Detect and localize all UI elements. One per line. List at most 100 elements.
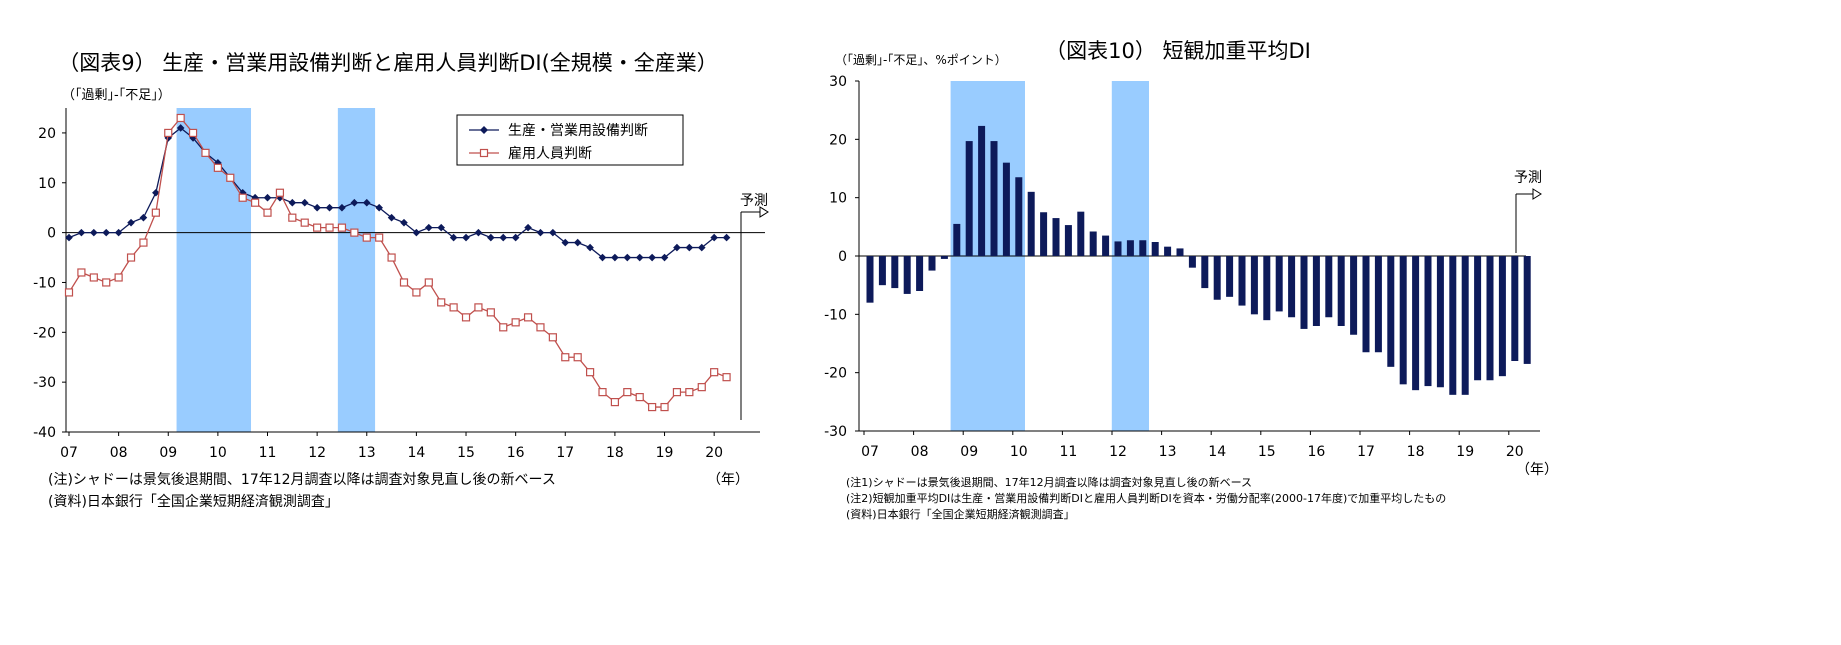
chart10-bar <box>1474 256 1482 381</box>
chart10-bar <box>1498 256 1506 377</box>
chart9-point-equipment <box>524 223 532 232</box>
chart10-y-tick-label: 30 <box>829 74 847 90</box>
chart10-bar <box>1424 256 1432 387</box>
chart10-x-tick-label: 07 <box>861 444 879 460</box>
chart9-point-employment <box>275 188 285 197</box>
chart9-point-employment <box>64 288 74 297</box>
chart9-point-employment <box>486 308 495 317</box>
chart10-bar <box>1040 212 1048 256</box>
chart10-y-tick-label: 20 <box>829 132 847 148</box>
chart9-point-equipment <box>152 188 160 197</box>
chart10-y-tick-label: 0 <box>838 249 847 265</box>
chart10-bar <box>1263 256 1271 321</box>
chart9-point-employment <box>561 353 570 362</box>
chart9-point-employment <box>164 128 173 138</box>
chart10-x-tick-label: 16 <box>1307 444 1325 460</box>
chart9-point-equipment <box>660 253 669 262</box>
chart9-point-equipment <box>362 198 371 207</box>
chart9-point-equipment <box>114 228 123 237</box>
chart9-point-equipment <box>300 198 309 207</box>
chart9-y-tick-label: -30 <box>33 375 56 391</box>
chart9-point-employment <box>623 388 632 397</box>
chart10-x-tick-label: 18 <box>1407 444 1425 460</box>
chart10-bar <box>965 141 973 256</box>
chart10-bar <box>1064 225 1072 256</box>
chart9-x-tick-label: 16 <box>507 445 525 461</box>
chart9-x-tick-label: 10 <box>209 445 227 461</box>
chart9-point-equipment <box>387 213 396 222</box>
chart9-x-tick-label: 19 <box>656 445 674 461</box>
chart9-point-equipment <box>586 243 594 252</box>
chart9-point-employment <box>722 373 731 382</box>
chart9-note: (注)シャドーは景気後退期間、17年12月調査以降は調査対象見直し後の新ベース <box>48 471 556 488</box>
chart9-point-equipment <box>350 198 359 207</box>
chart10-bar <box>953 223 961 256</box>
chart9-x-axis-label: （年） <box>707 472 749 488</box>
chart10-bar <box>916 256 924 291</box>
chart9-point-employment <box>437 298 446 307</box>
chart9-point-equipment <box>127 218 135 227</box>
chart9-point-employment <box>387 253 396 262</box>
chart10-bar <box>1325 256 1333 318</box>
chart10-bar <box>1201 256 1209 289</box>
chart9-point-equipment <box>722 233 731 242</box>
chart9-point-equipment <box>437 223 446 232</box>
chart10-bar <box>1399 256 1407 385</box>
chart9-point-employment <box>251 198 260 207</box>
chart10-bar <box>903 256 911 294</box>
chart10-x-tick-label: 09 <box>960 444 978 460</box>
chart9-y-tick-label: 0 <box>47 226 56 242</box>
chart9-point-employment <box>424 278 433 287</box>
chart9-point-employment <box>102 278 111 287</box>
chart9-point-equipment <box>549 228 557 237</box>
chart9-point-employment <box>188 128 198 138</box>
chart10-bar <box>1114 241 1122 256</box>
chart9-point-equipment <box>462 233 470 242</box>
chart9-point-employment <box>201 148 210 157</box>
chart10-bar <box>1288 256 1296 318</box>
chart10-x-tick-label: 10 <box>1010 444 1028 460</box>
chart9-x-tick-label: 15 <box>457 445 475 461</box>
chart9-point-employment <box>710 368 719 377</box>
chart9-y-tick-label: -20 <box>33 325 56 341</box>
chart9-point-equipment <box>536 228 545 237</box>
chart9-point-equipment <box>288 198 297 207</box>
chart10-bar <box>1226 256 1234 297</box>
chart9-point-equipment <box>263 193 272 202</box>
chart10-bar <box>990 141 998 256</box>
chart9-point-equipment <box>623 253 632 262</box>
chart10-bar <box>1387 256 1395 367</box>
chart9-point-employment <box>375 233 384 242</box>
chart10-bar <box>1449 256 1457 395</box>
chart9-y-tick-label: 10 <box>38 176 56 192</box>
chart9-point-equipment <box>375 203 383 212</box>
chart10-bar <box>1486 256 1494 381</box>
chart9-point-employment <box>610 397 620 407</box>
chart9-point-employment <box>585 368 595 377</box>
chart9-point-employment <box>511 318 520 327</box>
chart10-forecast-label: 予測 <box>1514 170 1542 186</box>
chart9-point-employment <box>176 113 185 123</box>
chart9-point-employment <box>461 313 471 322</box>
chart9-point-employment <box>697 383 706 392</box>
chart10-bar <box>1188 256 1196 268</box>
chart9-x-tick-label: 14 <box>407 445 425 461</box>
chart9-point-employment <box>685 388 694 397</box>
chart10-x-tick-label: 14 <box>1208 444 1226 460</box>
chart9-y-tick-label: -10 <box>33 275 56 291</box>
chart9-legend-label-employment: 雇用人員判断 <box>508 145 592 162</box>
chart10-y-tick-label: 10 <box>829 191 847 207</box>
chart9-point-equipment <box>561 238 570 247</box>
chart10-bar <box>1300 256 1308 329</box>
chart9-point-equipment <box>673 243 681 252</box>
chart10-bar <box>1374 256 1382 353</box>
chart9-point-employment <box>499 323 508 332</box>
chart10-x-tick-label: 20 <box>1506 444 1524 460</box>
chart10-bar <box>1139 240 1147 256</box>
chart9-y-tick-label: 20 <box>38 126 56 142</box>
chart9-point-equipment <box>276 193 284 202</box>
chart9-point-equipment <box>697 243 706 252</box>
chart9-x-tick-label: 11 <box>259 445 277 461</box>
chart9-x-tick-label: 12 <box>308 445 326 461</box>
chart9-legend-box <box>456 114 684 166</box>
